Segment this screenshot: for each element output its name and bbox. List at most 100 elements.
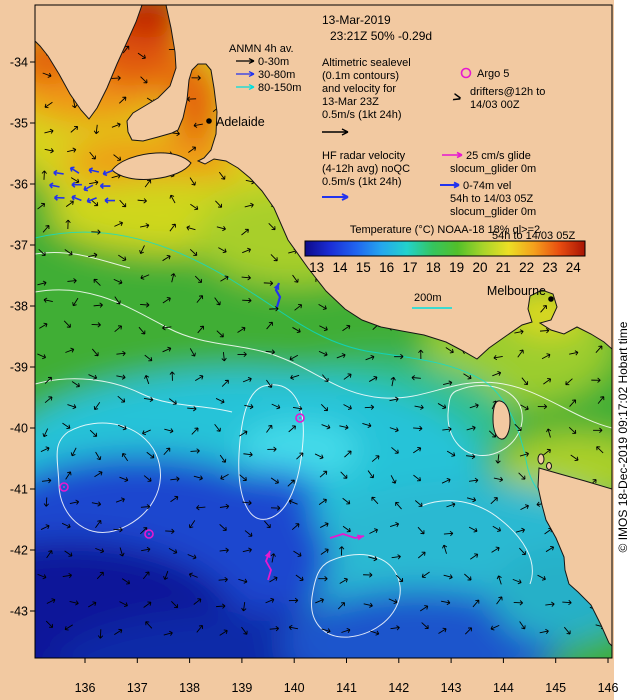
velocity-arrow: [140, 76, 148, 84]
velocity-arrow: [119, 476, 129, 483]
altimetry-line-4: 13-Mar 23Z: [322, 96, 379, 108]
velocity-arrow: [37, 353, 47, 360]
velocity-arrow: [289, 354, 299, 361]
velocity-arrow: [194, 275, 203, 283]
velocity-arrow: [466, 497, 477, 503]
velocity-arrow: [93, 401, 101, 411]
lat-tick-label: -41: [10, 483, 28, 497]
colorbar-tick-label: 21: [496, 260, 511, 275]
anmn-legend-title: ANMN 4h av.: [229, 43, 294, 55]
velocity-arrow: [113, 527, 123, 533]
velocity-arrow: [512, 578, 522, 585]
hf-radar-vector: [53, 169, 64, 176]
velocity-arrow: [42, 225, 50, 233]
velocity-arrow: [44, 376, 52, 384]
colorbar-tick-label: 22: [519, 260, 534, 275]
velocity-arrow: [539, 328, 550, 334]
velocity-arrow: [265, 597, 275, 604]
velocity-arrow: [89, 179, 99, 186]
velocity-arrow: [242, 376, 252, 383]
velocity-arrow: [46, 598, 56, 604]
velocity-arrow: [294, 304, 303, 311]
velocity-arrow: [96, 571, 104, 580]
velocity-arrow: [496, 596, 503, 605]
velocity-arrow: [91, 501, 102, 507]
velocity-arrow: [188, 146, 197, 153]
velocity-arrow: [391, 447, 399, 454]
velocity-arrow: [242, 547, 252, 553]
argo-drifter-legend: Argo 5 > drifters@12h to 14/03 00Z: [451, 67, 545, 111]
velocity-arrow: [241, 626, 248, 635]
velocity-arrow: [95, 547, 105, 554]
velocity-arrow: [65, 219, 71, 230]
velocity-arrow: [343, 404, 352, 410]
velocity-arrow: [162, 325, 172, 331]
drifter-symbol-icon: >: [451, 88, 463, 106]
velocity-arrow: [163, 630, 173, 636]
velocity-arrow: [41, 477, 52, 484]
velocity-arrow: [292, 327, 301, 334]
velocity-arrow: [143, 601, 152, 608]
argo-label: Argo 5: [477, 68, 509, 80]
track-arrowhead-icon: [264, 551, 271, 559]
colorbar-tick-label: 24: [566, 260, 582, 275]
velocity-arrow: [70, 177, 80, 184]
velocity-arrow: [296, 452, 304, 460]
hf-radar-vector: [99, 182, 111, 190]
velocity-arrow: [241, 275, 251, 281]
velocity-arrow: [196, 295, 204, 303]
velocity-arrow: [466, 425, 476, 431]
velocity-arrow: [413, 425, 423, 432]
velocity-arrow: [65, 347, 75, 353]
argo-float-marker: [144, 529, 154, 539]
velocity-arrow: [413, 447, 422, 454]
velocity-arrow: [322, 374, 329, 383]
velocity-arrow: [265, 349, 276, 355]
hf-radar-vector: [83, 184, 94, 192]
velocity-arrow: [43, 497, 49, 507]
drifter-line-1: drifters@12h to: [470, 86, 545, 98]
hf-line-2: (4-12h avg) noQC: [322, 163, 410, 175]
velocity-arrow: [570, 454, 579, 461]
velocity-arrow: [186, 225, 196, 231]
velocity-arrow: [518, 472, 526, 480]
velocity-arrow: [90, 199, 99, 207]
velocity-arrow: [121, 453, 129, 462]
argo-float-marker: [295, 413, 305, 423]
velocity-arrow: [595, 345, 603, 353]
lat-tick-label: -40: [10, 422, 28, 436]
hf-radar-vector: [71, 181, 82, 188]
velocity-arrow: [117, 395, 126, 403]
right-margin: [614, 0, 640, 700]
king-island: [492, 400, 511, 440]
velocity-arrow: [569, 350, 579, 356]
glider-blue-arrow-icon: [440, 181, 460, 189]
velocity-arrow: [390, 475, 397, 484]
lat-tick-label: -43: [10, 605, 28, 619]
velocity-arrow: [493, 354, 503, 361]
velocity-arrow: [443, 574, 453, 580]
velocity-arrow: [139, 245, 145, 254]
velocity-arrow: [94, 471, 103, 478]
velocity-arrow: [171, 600, 179, 609]
velocity-arrow: [220, 474, 229, 480]
velocity-arrow: [242, 500, 252, 506]
glider1-label: slocum_glider 0m: [450, 163, 536, 175]
velocity-arrow: [292, 274, 299, 283]
melbourne-marker: [548, 296, 554, 302]
velocity-arrow: [191, 75, 201, 81]
velocity-arrow: [321, 424, 331, 430]
lon-tick-label: 146: [598, 681, 619, 695]
velocity-arrow: [170, 476, 180, 482]
three-hummock-island: [546, 462, 552, 470]
velocity-arrow: [545, 601, 555, 607]
velocity-arrow: [197, 325, 204, 334]
colorbar-tick-labels: 13 14 15 16 17 18 19 20 21 22 23 24: [309, 260, 581, 275]
colorbar-tick-label: 13: [309, 260, 324, 275]
velocity-arrow: [339, 546, 345, 556]
velocity-arrow: [114, 325, 122, 333]
velocity-arrow: [515, 527, 526, 533]
hf-radar-legend: HF radar velocity (4-12h avg) noQC 0.5m/…: [322, 150, 410, 201]
velocity-arrow: [593, 427, 603, 433]
